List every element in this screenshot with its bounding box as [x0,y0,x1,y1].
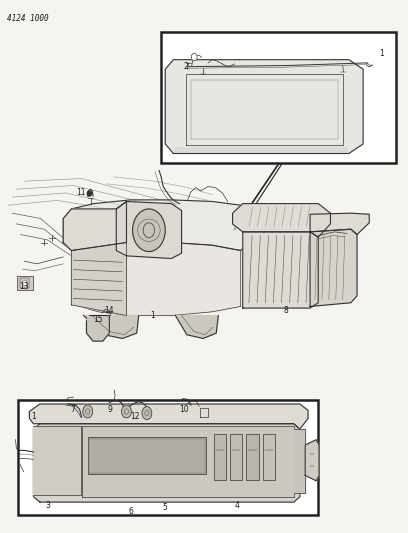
Bar [161,32,396,163]
Text: 1: 1 [379,49,384,58]
Circle shape [191,53,197,61]
Text: 14: 14 [104,306,114,314]
Text: 13: 13 [20,282,29,291]
Polygon shape [305,440,319,481]
Polygon shape [175,316,218,338]
Text: 4: 4 [234,501,239,510]
Circle shape [133,209,165,252]
Circle shape [23,280,27,286]
Text: 12: 12 [130,413,140,421]
Bar [246,434,259,480]
Circle shape [122,405,131,418]
Bar [17,276,33,290]
Polygon shape [82,426,294,497]
Text: 4124 1000: 4124 1000 [7,14,49,23]
Bar [18,400,318,515]
Polygon shape [165,60,363,154]
Bar [89,439,205,473]
Polygon shape [29,404,308,429]
Text: 15: 15 [93,316,103,324]
Polygon shape [294,429,305,493]
Text: 1: 1 [31,413,36,421]
Circle shape [83,405,93,418]
Text: 7: 7 [70,405,75,414]
Polygon shape [71,243,126,316]
Circle shape [142,407,152,419]
Polygon shape [310,213,369,235]
Text: 9: 9 [108,405,113,414]
Polygon shape [86,316,109,341]
Polygon shape [71,243,241,316]
Text: 5: 5 [163,503,168,512]
Polygon shape [33,424,300,502]
Text: 11: 11 [76,189,86,197]
Text: 3: 3 [46,501,51,510]
Bar [214,434,226,480]
Text: 1: 1 [151,311,155,320]
Bar [88,437,206,474]
Polygon shape [116,201,182,259]
Polygon shape [243,232,318,308]
Text: 6: 6 [128,507,133,516]
Polygon shape [63,201,126,251]
Polygon shape [63,200,252,251]
Bar [263,434,275,480]
Polygon shape [233,204,330,237]
Text: 10: 10 [180,405,189,414]
Bar [230,434,242,480]
Circle shape [87,191,91,196]
Bar [20,278,29,288]
Polygon shape [33,426,81,495]
Polygon shape [310,229,357,306]
Text: 8: 8 [283,306,288,314]
Text: 2: 2 [183,62,188,71]
Polygon shape [84,316,139,338]
